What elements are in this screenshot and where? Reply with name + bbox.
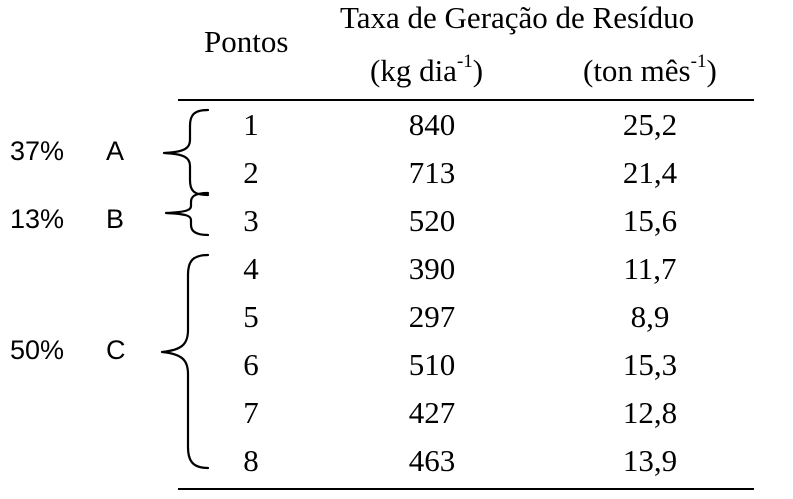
unit-ton-exponent: -1 xyxy=(690,51,707,72)
unit-ton-per-month: (ton mês-1) xyxy=(583,51,717,89)
cell-ponto: 6 xyxy=(243,347,259,382)
cell-ponto: 5 xyxy=(243,299,259,334)
cell-kg-per-day: 463 xyxy=(408,443,456,478)
unit-ton-close: ) xyxy=(706,53,717,88)
group-b-letter: B xyxy=(106,204,125,234)
cell-ton-per-month: 13,9 xyxy=(622,443,678,478)
cell-ton-per-month: 8,9 xyxy=(630,299,670,334)
cell-ton-per-month: 25,2 xyxy=(622,107,678,142)
table-row: 3 520 15,6 xyxy=(0,196,793,246)
group-b-percent: 13% xyxy=(10,204,65,234)
cell-kg-per-day: 510 xyxy=(408,347,456,382)
cell-ton-per-month: 15,3 xyxy=(622,347,678,382)
table-row: 2 713 21,4 xyxy=(0,148,793,198)
cell-ponto: 7 xyxy=(243,395,259,430)
cell-ponto: 3 xyxy=(243,203,259,238)
table-top-rule xyxy=(178,99,754,101)
cell-ponto: 8 xyxy=(243,443,259,478)
unit-kg-base: (kg dia xyxy=(370,53,457,88)
cell-kg-per-day: 840 xyxy=(408,107,456,142)
group-c-letter: C xyxy=(106,335,126,365)
group-a-letter: A xyxy=(106,136,125,166)
unit-kg-close: ) xyxy=(472,53,484,88)
header-taxa-label: Taxa de Geração de Resíduo xyxy=(340,0,695,35)
group-a-brace-icon xyxy=(162,108,210,197)
cell-kg-per-day: 427 xyxy=(408,395,456,430)
cell-ton-per-month: 21,4 xyxy=(622,155,678,190)
group-c-brace-icon xyxy=(160,253,210,470)
table-row: 7 427 12,8 xyxy=(0,388,793,438)
table-bottom-rule xyxy=(178,488,754,490)
cell-kg-per-day: 390 xyxy=(408,251,456,286)
group-a-percent: 37% xyxy=(10,136,65,166)
cell-ton-per-month: 11,7 xyxy=(623,251,677,286)
table-row: 4 390 11,7 xyxy=(0,244,793,294)
header-pontos-label: Pontos xyxy=(204,24,289,59)
group-c-percent: 50% xyxy=(10,335,65,365)
group-b-brace-icon xyxy=(164,191,210,237)
unit-kg-per-day: (kg dia-1) xyxy=(370,51,484,89)
cell-ponto: 2 xyxy=(243,155,259,190)
table-row: 5 297 8,9 xyxy=(0,292,793,342)
unit-kg-exponent: -1 xyxy=(456,51,473,72)
unit-ton-base: (ton mês xyxy=(583,53,691,88)
table-row: 1 840 25,2 xyxy=(0,100,793,150)
cell-ponto: 4 xyxy=(243,251,259,286)
table-row: 6 510 15,3 xyxy=(0,340,793,390)
table-row: 8 463 13,9 xyxy=(0,436,793,486)
cell-kg-per-day: 520 xyxy=(408,203,456,238)
cell-ponto: 1 xyxy=(243,107,259,142)
cell-kg-per-day: 297 xyxy=(408,299,456,334)
cell-kg-per-day: 713 xyxy=(408,155,456,190)
cell-ton-per-month: 15,6 xyxy=(622,203,678,238)
cell-ton-per-month: 12,8 xyxy=(622,395,678,430)
